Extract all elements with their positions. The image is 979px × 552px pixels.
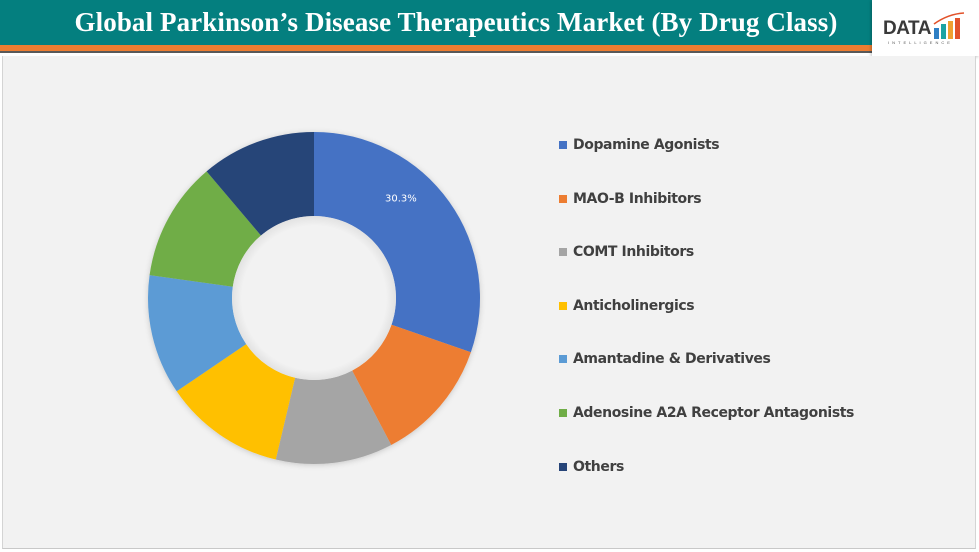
donut-slice-others <box>206 132 314 236</box>
legend-item-adenosine-a2a: Adenosine A2A Receptor Antagonists <box>559 403 854 423</box>
donut-slice-dopamine-agonists <box>314 132 480 353</box>
legend-swatch-icon <box>559 248 567 256</box>
legend-item-dopamine-agonists: Dopamine Agonists <box>559 135 720 155</box>
donut-chart: 30.3% <box>140 124 490 474</box>
legend-item-comt-inhibitors: COMT Inhibitors <box>559 242 694 262</box>
accent-bar <box>0 45 872 51</box>
brand-logo: DATA INTELLIGENCE <box>872 0 979 56</box>
legend-item-others: Others <box>559 457 624 477</box>
data-label: 30.3% <box>385 193 417 204</box>
donut-chart-svg: 30.3% <box>148 132 480 464</box>
donut-slice-anticholinergics <box>176 344 296 460</box>
legend-item-mao-b-inhibitors: MAO-B Inhibitors <box>559 189 702 209</box>
bar-chart-logo-icon <box>933 12 965 39</box>
legend-swatch-icon <box>559 195 567 203</box>
legend-swatch-icon <box>559 463 567 471</box>
donut-hole <box>232 216 396 380</box>
donut-slice-adenosine-a2a-receptor-antagonists <box>149 171 261 287</box>
donut-slice-comt-inhibitors <box>275 370 392 464</box>
legend-swatch-icon <box>559 141 567 149</box>
legend-swatch-icon <box>559 302 567 310</box>
legend-swatch-icon <box>559 355 567 363</box>
page-title: Global Parkinson’s Disease Therapeutics … <box>74 7 838 37</box>
logo-subtext: INTELLIGENCE <box>888 40 953 45</box>
legend-item-anticholinergics: Anticholinergics <box>559 296 695 316</box>
legend-swatch-icon <box>559 409 567 417</box>
donut-slice-amantadine-derivatives <box>148 275 247 392</box>
logo-wordmark: DATA <box>883 18 931 39</box>
title-banner: Global Parkinson’s Disease Therapeutics … <box>0 0 872 45</box>
donut-slice-mao-b-inhibitors <box>352 324 471 445</box>
legend-item-amantadine-derivatives: Amantadine & Derivatives <box>559 349 771 369</box>
accent-bar-shadow <box>0 51 872 53</box>
